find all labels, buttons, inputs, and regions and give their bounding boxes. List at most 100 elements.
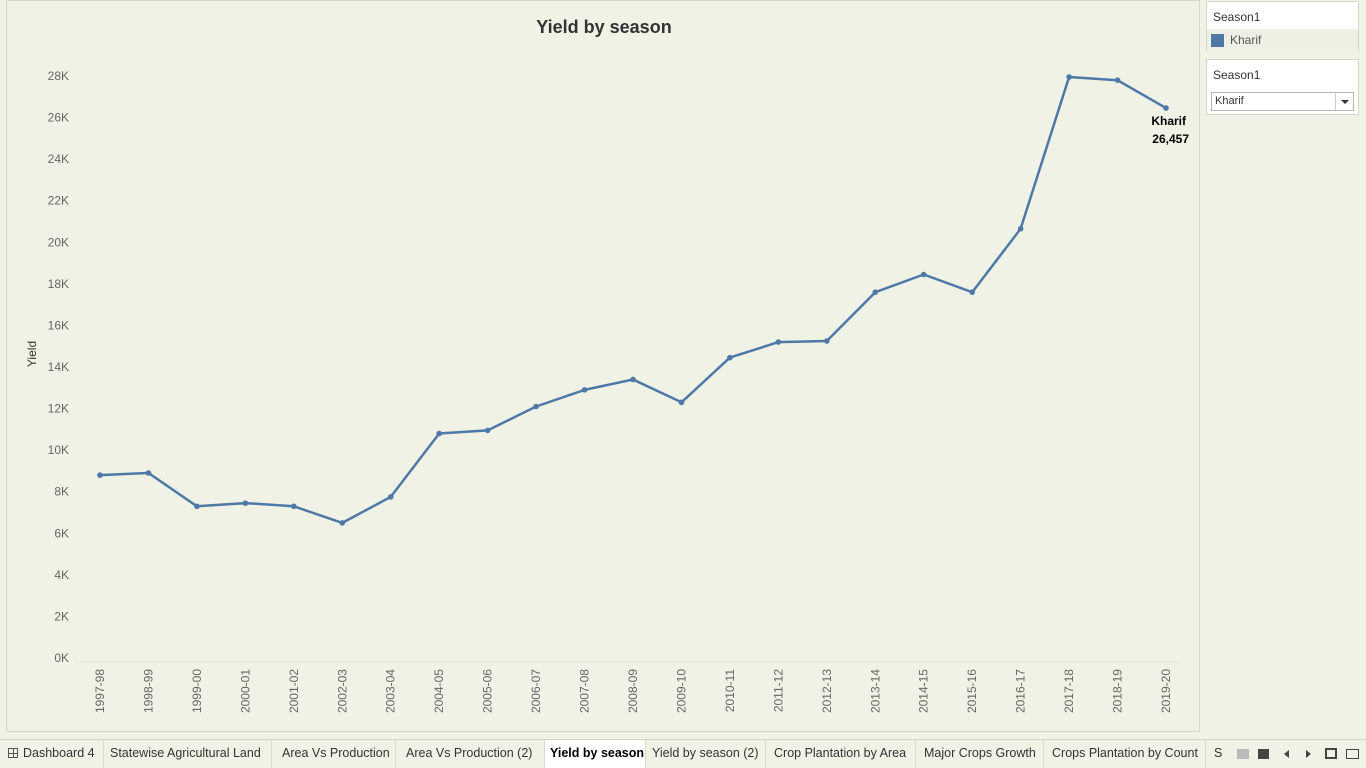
x-tick-label: 1999-00 bbox=[190, 669, 204, 713]
legend-card: Season1 Kharif bbox=[1206, 1, 1359, 51]
data-point[interactable] bbox=[1066, 74, 1072, 80]
legend-item-label: Kharif bbox=[1230, 33, 1262, 47]
x-tick-label: 2011-12 bbox=[771, 669, 785, 712]
data-point[interactable] bbox=[775, 339, 782, 345]
tab-label: Yield by season (2) bbox=[652, 746, 759, 760]
y-tick-label: 22K bbox=[48, 194, 69, 208]
legend-item-kharif[interactable]: Kharif bbox=[1207, 29, 1358, 51]
data-point[interactable] bbox=[727, 354, 733, 361]
x-tick-label: 2008-09 bbox=[626, 669, 640, 713]
tab-label: Crop Plantation by Area bbox=[774, 746, 907, 760]
data-point[interactable] bbox=[1114, 77, 1121, 83]
y-tick-label: 14K bbox=[48, 360, 69, 374]
chart-panel: Yield by season Yield 0K 2K 4K 6K 8K 10K 12K 14… bbox=[6, 0, 1200, 732]
data-point[interactable] bbox=[387, 494, 394, 500]
y-tick-label: 12K bbox=[48, 402, 69, 416]
y-tick-label: 24K bbox=[48, 152, 69, 166]
x-tick-label: 2004-05 bbox=[432, 669, 446, 713]
tab-label: Yield by season bbox=[550, 746, 645, 760]
x-tick-label: 1997-98 bbox=[93, 669, 107, 713]
presentation-mode-icon[interactable] bbox=[1346, 749, 1359, 759]
x-tick-label: 2003-04 bbox=[384, 669, 398, 713]
tab-truncated[interactable]: S bbox=[1206, 740, 1222, 768]
data-point[interactable] bbox=[436, 430, 442, 437]
data-point[interactable] bbox=[1017, 225, 1024, 232]
y-tick-label: 8K bbox=[54, 485, 69, 499]
tab-dashboard-4[interactable]: Dashboard 4 bbox=[0, 740, 104, 768]
data-point[interactable] bbox=[969, 289, 975, 295]
x-tick-label: 2007-08 bbox=[578, 669, 592, 713]
data-point[interactable] bbox=[484, 427, 491, 434]
filter-card: Season1 Kharif bbox=[1206, 59, 1359, 115]
tab-area-vs-production-2[interactable]: Area Vs Production (2) bbox=[396, 740, 545, 768]
x-tick-label: 2000-01 bbox=[238, 669, 252, 713]
data-point[interactable] bbox=[824, 338, 830, 344]
data-point[interactable] bbox=[97, 472, 103, 478]
x-tick-label: 2005-06 bbox=[481, 669, 495, 713]
x-tick-label: 2012-13 bbox=[820, 669, 834, 713]
y-tick-label: 26K bbox=[48, 111, 69, 125]
y-tick-label: 6K bbox=[54, 526, 69, 540]
tab-label: Dashboard 4 bbox=[23, 746, 95, 760]
line-chart: Yield by season Yield 0K 2K 4K 6K 8K 10K 12K 14… bbox=[25, 17, 1189, 713]
next-sheet-icon[interactable] bbox=[1306, 750, 1311, 758]
previous-sheet-icon[interactable] bbox=[1284, 750, 1289, 758]
x-tick-label: 2013-14 bbox=[868, 669, 882, 713]
x-tick-label: 2017-18 bbox=[1062, 669, 1076, 713]
y-tick-label: 16K bbox=[48, 318, 69, 332]
x-tick-label: 2016-17 bbox=[1014, 669, 1028, 713]
x-tick-label: 2018-19 bbox=[1111, 669, 1125, 713]
tab-statewise-agricultural-land[interactable]: Statewise Agricultural Land bbox=[104, 740, 272, 768]
tab-major-crops-growth[interactable]: Major Crops Growth bbox=[916, 740, 1044, 768]
fullscreen-icon[interactable] bbox=[1325, 748, 1337, 759]
y-tick-label: 18K bbox=[48, 277, 69, 291]
x-tick-label: 2010-11 bbox=[723, 669, 737, 712]
data-point[interactable] bbox=[339, 520, 346, 526]
series-line-kharif[interactable] bbox=[99, 75, 1167, 525]
tab-label: Statewise Agricultural Land bbox=[110, 746, 261, 760]
grid-view-icon[interactable] bbox=[1237, 749, 1249, 759]
season-filter-select[interactable]: Kharif bbox=[1211, 92, 1354, 111]
data-point[interactable] bbox=[581, 387, 588, 393]
x-tick-label: 2009-10 bbox=[674, 669, 688, 713]
tab-yield-by-season-2[interactable]: Yield by season (2) bbox=[646, 740, 766, 768]
sheet-tab-bar: Dashboard 4 Statewise Agricultural Land … bbox=[0, 739, 1366, 768]
x-tick-label: 2019-20 bbox=[1159, 669, 1173, 713]
legend-title: Season1 bbox=[1213, 10, 1261, 24]
data-point[interactable] bbox=[291, 503, 297, 510]
data-point[interactable] bbox=[145, 470, 152, 476]
data-point[interactable] bbox=[1163, 105, 1169, 111]
tab-label: Crops Plantation by Count bbox=[1052, 746, 1198, 760]
tab-label: Area Vs Production bbox=[282, 746, 390, 760]
tab-crops-plantation-by-count[interactable]: Crops Plantation by Count bbox=[1044, 740, 1206, 768]
data-point[interactable] bbox=[678, 399, 685, 406]
data-point[interactable] bbox=[533, 403, 539, 410]
x-tick-label: 2015-16 bbox=[965, 669, 979, 713]
dashboard-icon bbox=[8, 748, 18, 758]
y-tick-label: 4K bbox=[54, 568, 69, 582]
chart-title: Yield by season bbox=[536, 17, 671, 37]
data-point[interactable] bbox=[630, 376, 636, 383]
x-tick-label: 1998-99 bbox=[141, 669, 155, 713]
y-axis-label: Yield bbox=[25, 341, 39, 367]
x-tick-label: 2002-03 bbox=[335, 669, 349, 713]
tab-label: S bbox=[1214, 746, 1222, 760]
single-view-icon[interactable] bbox=[1258, 749, 1269, 759]
chevron-down-icon[interactable] bbox=[1335, 93, 1353, 110]
tab-yield-by-season[interactable]: Yield by season bbox=[545, 740, 646, 768]
data-point[interactable] bbox=[194, 503, 200, 510]
tab-label: Area Vs Production (2) bbox=[406, 746, 533, 760]
filter-title: Season1 bbox=[1213, 68, 1261, 82]
y-tick-label: 2K bbox=[54, 609, 69, 623]
x-tick-label: 2001-02 bbox=[287, 669, 301, 713]
data-point[interactable] bbox=[242, 500, 249, 506]
data-point[interactable] bbox=[920, 271, 927, 278]
tab-area-vs-production[interactable]: Area Vs Production bbox=[272, 740, 396, 768]
data-point[interactable] bbox=[872, 289, 879, 295]
y-tick-label: 0K bbox=[54, 651, 69, 665]
tab-label: Major Crops Growth bbox=[924, 746, 1036, 760]
tab-crop-plantation-by-area[interactable]: Crop Plantation by Area bbox=[766, 740, 916, 768]
x-tick-label: 2014-15 bbox=[917, 669, 931, 713]
y-tick-label: 20K bbox=[48, 235, 69, 249]
y-tick-label: 10K bbox=[48, 443, 69, 457]
